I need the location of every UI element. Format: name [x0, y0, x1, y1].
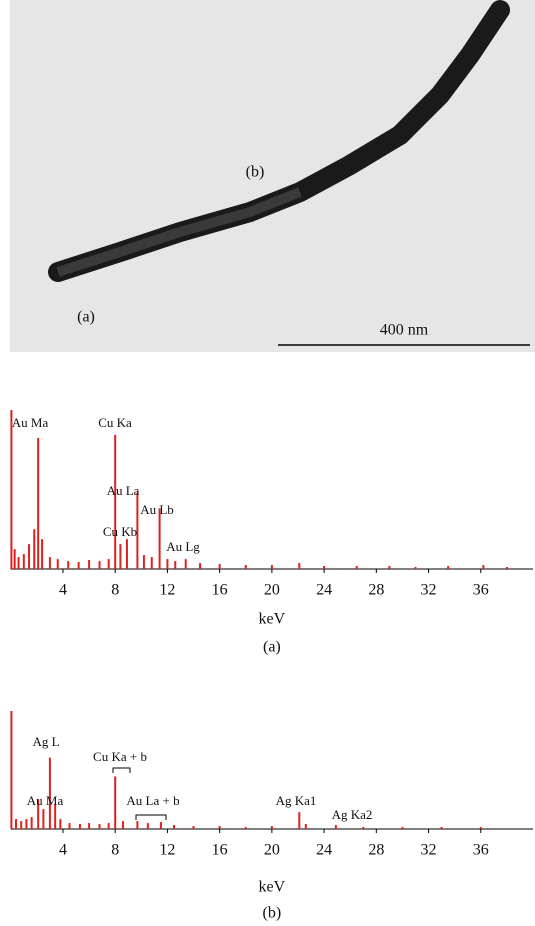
- x-tick-label: 16: [212, 582, 228, 599]
- x-tick-label: 24: [316, 842, 332, 859]
- peak-label: Au Ma: [27, 793, 64, 808]
- bracket: [135, 814, 167, 820]
- micrograph-label: (a): [77, 309, 95, 326]
- x-tick-label: 36: [473, 842, 489, 859]
- peak-label: Ag Ka2: [332, 807, 373, 822]
- x-tick-label: 32: [421, 582, 437, 599]
- x-tick-label: 8: [111, 582, 119, 599]
- x-tick-label: 20: [264, 582, 280, 599]
- peak-label: Au La + b: [126, 793, 179, 808]
- chart-caption: (b): [263, 905, 282, 922]
- x-tick-label: 4: [59, 842, 67, 859]
- x-axis-label: keV: [259, 611, 286, 628]
- chart-caption: (a): [263, 639, 281, 656]
- nanowire-core: [56, 187, 302, 277]
- peak-label: Ag Ka1: [276, 793, 317, 808]
- micrograph: [10, 0, 535, 352]
- x-tick-label: 12: [159, 582, 175, 599]
- peak-label: Au Lg: [166, 539, 200, 554]
- peak-label: Cu Ka: [98, 415, 132, 430]
- x-tick-label: 8: [111, 842, 119, 859]
- peak-label: Cu Kb: [103, 524, 137, 539]
- peak-label: Cu Ka + b: [93, 749, 147, 764]
- x-tick-label: 12: [159, 842, 175, 859]
- x-tick-label: 28: [368, 842, 384, 859]
- x-tick-label: 36: [473, 582, 489, 599]
- x-tick-label: 16: [212, 842, 228, 859]
- x-tick-label: 20: [264, 842, 280, 859]
- x-tick-label: 4: [59, 582, 67, 599]
- x-axis-label: keV: [259, 879, 286, 896]
- peak-label: Ag L: [32, 734, 59, 749]
- micrograph-label: (b): [246, 164, 265, 181]
- scale-bar-label: 400 nm: [380, 322, 429, 339]
- peak-label: Au La: [107, 483, 140, 498]
- peak-label: Au Ma: [12, 415, 49, 430]
- x-tick-label: 24: [316, 582, 332, 599]
- peak-label: Au Lb: [140, 502, 174, 517]
- x-tick-label: 28: [368, 582, 384, 599]
- bracket: [112, 767, 131, 773]
- x-tick-label: 32: [421, 842, 437, 859]
